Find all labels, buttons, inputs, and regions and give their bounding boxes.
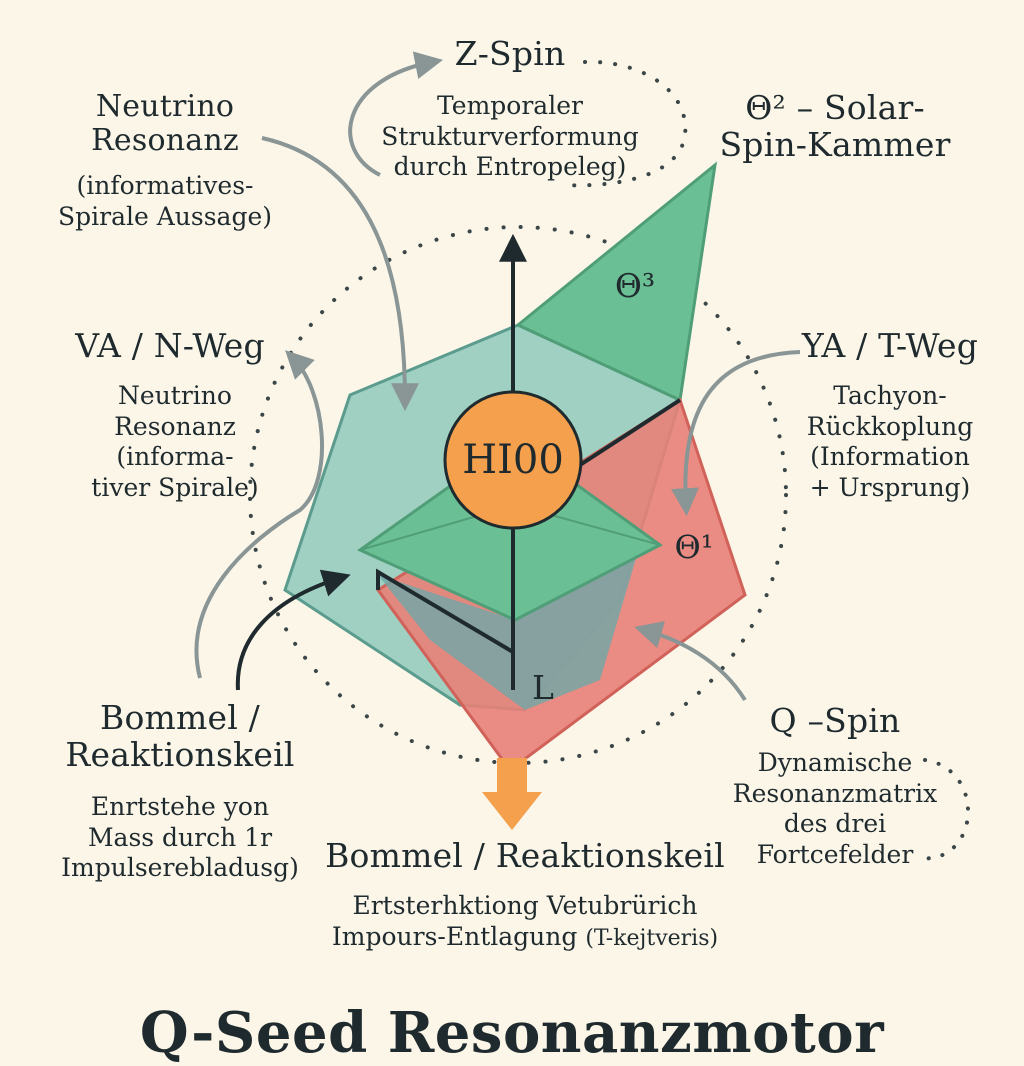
q-spin-desc: Dynamische Resonanzmatrix des drei Fortc… [732, 747, 938, 870]
bommel-left-desc: Enrtstehe yon Mass durch 1r Impulserebla… [61, 791, 299, 883]
bommel-bottom-desc: Ertsterhktiong Vetubrürich Impours-Entla… [331, 890, 719, 951]
bommel-left-block: Bommel / Reaktionskeil Enrtstehe yon Mas… [40, 699, 320, 884]
green-spin-chamber [515, 161, 718, 403]
ya-desc: Tachyon- Rückkoplung (Information + Ursp… [806, 380, 974, 503]
va-block: VA / N-Weg Neutrino Resonanz (informa- t… [55, 327, 285, 504]
va-desc: Neutrino Resonanz (informa- tiver Spiral… [91, 380, 259, 503]
orbit-circle [248, 225, 788, 765]
theta2-block: Θ² – Solar- Spin-Kammer [719, 88, 951, 164]
arrow-neutrino-top [261, 136, 419, 412]
theta3-label: Θ³ [614, 266, 656, 305]
arrow-q-spin [634, 621, 747, 702]
arrow-ya [671, 350, 801, 517]
l-label: L [532, 668, 554, 707]
z-spin-desc: Temporaler Strukturverformung durch Entr… [381, 90, 639, 182]
ya-block: YA / T-Weg Tachyon- Rückkoplung (Informa… [780, 327, 1000, 504]
resonator-diagram [194, 51, 971, 861]
center-node-circle [443, 390, 583, 530]
page-title: Q-Seed Resonanzmotor [139, 1000, 885, 1066]
z-spin-title: Z-Spin [454, 34, 566, 73]
neutrino-top-desc: (informatives- Spirale Aussage) [58, 171, 272, 231]
down-arrow [482, 758, 542, 830]
arrow-bommel [235, 569, 351, 691]
center-node-label: HI00 [462, 437, 564, 483]
neutrino-top-block: Neutrino Resonanz (informatives- Spirale… [50, 90, 280, 233]
arrow-va [194, 350, 325, 679]
bommel-bottom-block: Bommel / Reaktionskeil Ertsterhktiong Ve… [300, 837, 750, 952]
l-bracket [376, 568, 515, 690]
q-spin-block: Q –Spin Dynamische Resonanzmatrix des dr… [725, 702, 945, 871]
theta1-label: Θ¹ [674, 528, 714, 566]
z-spin-block: Z-Spin Temporaler Strukturverformung dur… [370, 34, 650, 183]
link-line [578, 398, 682, 467]
arrow-z-spin [348, 51, 443, 177]
